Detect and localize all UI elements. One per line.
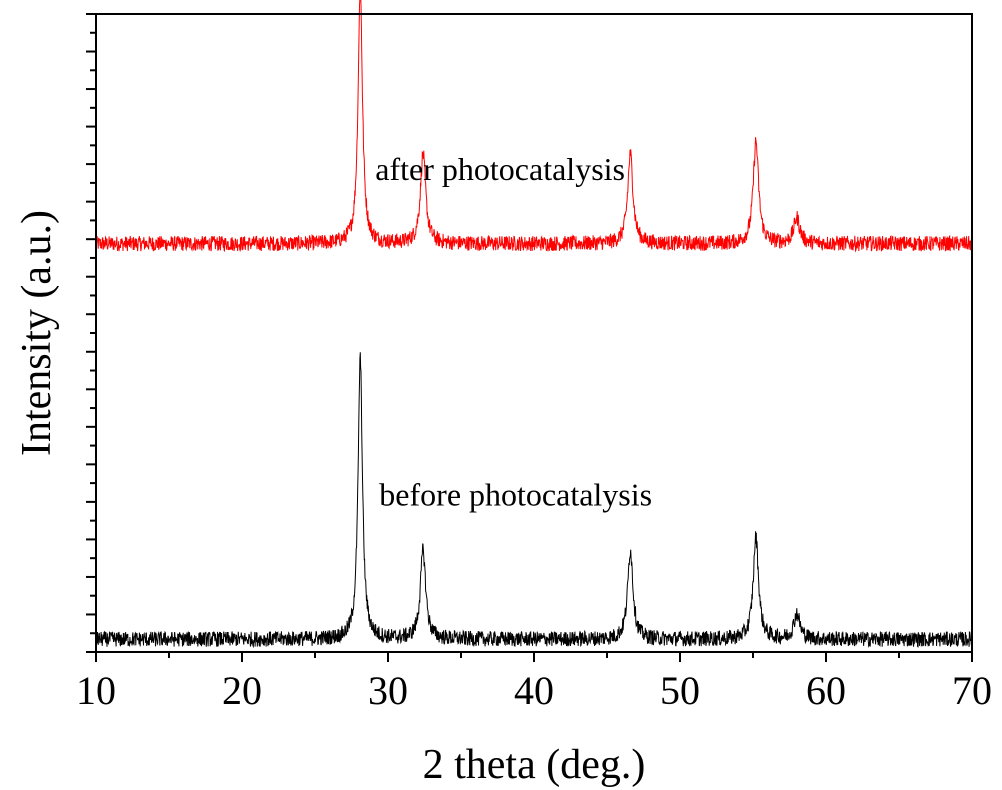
x-axis-title: 2 theta (deg.) <box>423 742 646 788</box>
series-line-before <box>95 352 973 649</box>
x-tick-label: 60 <box>806 668 846 713</box>
annotation-before-photocatalysis: before photocatalysis <box>379 476 652 512</box>
plot-frame <box>95 13 973 653</box>
x-tick-label: 70 <box>952 668 992 713</box>
x-axis-tick-labels: 10 20 30 40 50 60 70 <box>76 668 992 713</box>
series-line-after <box>95 0 973 253</box>
x-tick-label: 30 <box>368 668 408 713</box>
x-tick-label: 40 <box>514 668 554 713</box>
y-axis-title: Intensity (a.u.) <box>14 210 60 456</box>
x-tick-label: 10 <box>76 668 116 713</box>
x-tick-label: 50 <box>660 668 700 713</box>
plot-area <box>95 0 973 649</box>
annotation-after-photocatalysis: after photocatalysis <box>375 151 625 187</box>
x-axis-ticks <box>95 652 973 662</box>
x-tick-label: 20 <box>222 668 262 713</box>
y-axis-ticks <box>86 13 96 653</box>
